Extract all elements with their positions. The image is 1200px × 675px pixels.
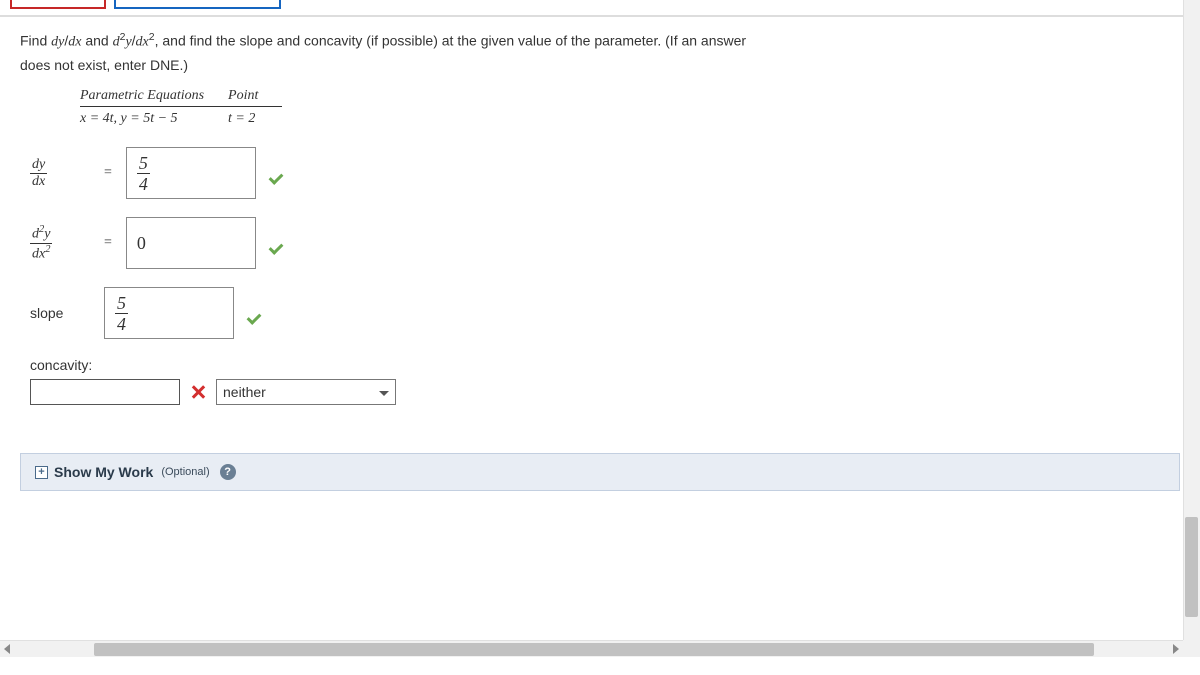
answer-input-dydx[interactable]: 5 4 — [126, 147, 256, 199]
equations-table: Parametric Equations Point x = 4t, y = 5… — [80, 86, 282, 129]
cross-icon — [190, 384, 206, 400]
answer-row-dydx: dy dx = 5 4 — [30, 147, 1180, 199]
frac-num: dy — [30, 158, 47, 174]
table-header-equations: Parametric Equations — [80, 86, 228, 107]
scroll-corner — [1183, 640, 1200, 657]
equals-sign: = — [104, 235, 112, 251]
answer-row-d2ydx2: d2y dx2 = 0 — [30, 217, 1180, 269]
check-icon — [248, 304, 266, 322]
vertical-scrollbar[interactable] — [1183, 0, 1200, 642]
frac-num: d2y — [30, 225, 52, 244]
math-y: y — [125, 35, 131, 50]
prompt-text: does not exist, enter DNE.) — [20, 57, 188, 73]
show-my-work-toggle[interactable]: + Show My Work (Optional) ? — [20, 453, 1180, 491]
my-notes-button[interactable]: MY NOTES — [10, 0, 106, 9]
label-dydx: dy dx — [30, 158, 90, 189]
chevron-down-icon — [379, 391, 389, 396]
math-dx: dx — [68, 35, 81, 50]
equals-sign: = — [104, 165, 112, 181]
table-cell-point: t = 2 — [228, 107, 282, 130]
math-dy: dy — [51, 35, 64, 50]
horizontal-scrollbar[interactable] — [0, 640, 1183, 657]
frac-den: dx — [30, 174, 47, 189]
answer-den: 4 — [137, 174, 150, 193]
scroll-arrow-left-icon[interactable] — [4, 644, 10, 654]
show-my-work-title: Show My Work — [54, 464, 153, 480]
table-header-point: Point — [228, 86, 282, 107]
answer-den: 4 — [115, 314, 128, 333]
question-prompt: Find dy/dx and d2y/dx2, and find the slo… — [20, 29, 1180, 76]
prompt-text: and — [81, 33, 112, 49]
scroll-thumb[interactable] — [1185, 517, 1198, 617]
scroll-thumb[interactable] — [94, 643, 1094, 656]
answer-input-d2ydx2[interactable]: 0 — [126, 217, 256, 269]
scroll-arrow-right-icon[interactable] — [1173, 644, 1179, 654]
math-dx: dx — [136, 35, 149, 50]
answer-row-slope: slope 5 4 — [30, 287, 1180, 339]
check-icon — [270, 234, 288, 252]
answer-value: 0 — [137, 233, 146, 254]
math-d: d — [113, 35, 120, 50]
answer-input-slope[interactable]: 5 4 — [104, 287, 234, 339]
table-cell-equations: x = 4t, y = 5t − 5 — [80, 107, 228, 130]
select-value: neither — [223, 384, 266, 400]
label-d2ydx2: d2y dx2 — [30, 225, 90, 261]
answer-num: 5 — [115, 294, 128, 314]
concavity-select[interactable]: neither — [216, 379, 396, 405]
plus-icon: + — [35, 466, 48, 479]
prompt-text: Find — [20, 33, 51, 49]
help-icon[interactable]: ? — [220, 464, 236, 480]
label-concavity: concavity: — [30, 357, 1180, 373]
ask-teacher-button[interactable]: ASK YOUR TEACHER — [114, 0, 281, 9]
label-slope: slope — [30, 305, 90, 321]
frac-den: dx2 — [30, 244, 52, 262]
check-icon — [270, 164, 288, 182]
prompt-text: , and find the slope and concavity (if p… — [155, 33, 746, 49]
show-my-work-optional: (Optional) — [161, 466, 209, 478]
concavity-input[interactable] — [30, 379, 180, 405]
answer-num: 5 — [137, 154, 150, 174]
